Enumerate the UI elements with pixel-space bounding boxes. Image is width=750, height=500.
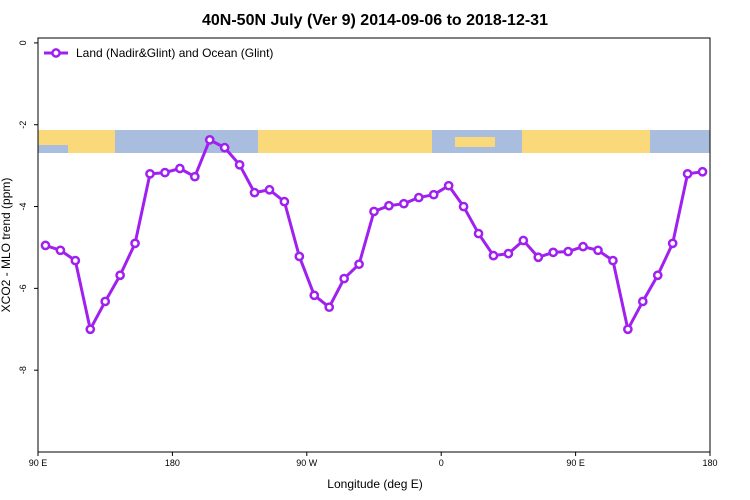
data-line: [44, 138, 703, 331]
data-point: [578, 241, 588, 252]
data-point: [234, 159, 245, 170]
data-point: [637, 296, 648, 307]
data-point: [533, 252, 544, 263]
data-point: [354, 259, 364, 270]
data-point: [563, 246, 573, 257]
data-point: [652, 270, 663, 281]
plot-frame: [37, 37, 711, 453]
data-point: [249, 187, 260, 198]
y-tick-label: -2: [18, 121, 28, 129]
chart-title: 40N-50N July (Ver 9) 2014-09-06 to 2018-…: [202, 12, 548, 29]
y-tick-label: -4: [18, 203, 28, 211]
data-point: [339, 273, 349, 284]
data-point: [369, 206, 379, 217]
x-tick-label: 90 E: [566, 458, 585, 468]
data-point: [294, 251, 305, 262]
y-tick-label: 0: [18, 40, 28, 45]
data-point: [40, 240, 51, 251]
data-point: [175, 163, 185, 174]
data-point: [85, 324, 96, 335]
data-point: [413, 192, 424, 203]
legend-label: Land (Nadir&Glint) and Ocean (Glint): [76, 46, 273, 60]
data-point: [458, 201, 469, 212]
data-point: [443, 180, 454, 191]
data-point: [518, 235, 529, 246]
data-point: [279, 196, 290, 207]
data-point: [399, 198, 409, 209]
x-tick-label: 0: [439, 458, 444, 468]
data-point: [682, 168, 693, 179]
data-point: [309, 290, 320, 301]
data-point: [145, 168, 155, 179]
x-tick-label: 180: [702, 458, 717, 468]
map-band: [38, 130, 710, 153]
data-point: [324, 302, 335, 313]
y-tick-label: -8: [18, 366, 28, 374]
y-tick-label: -6: [18, 284, 28, 292]
legend-marker: [51, 48, 61, 58]
data-point: [160, 167, 170, 178]
data-point: [473, 228, 484, 239]
data-point: [548, 247, 559, 258]
y-axis-label: XCO2 - MLO trend (ppm): [0, 178, 13, 313]
data-point: [593, 245, 603, 256]
data-point: [204, 135, 215, 145]
data-point: [428, 189, 439, 200]
data-point: [55, 245, 66, 256]
data-point: [384, 200, 394, 211]
data-point: [623, 324, 633, 335]
data-point: [264, 184, 275, 195]
x-axis-label: Longitude (deg E): [327, 477, 422, 491]
data-point: [219, 142, 230, 153]
data-point: [608, 255, 618, 266]
data-point: [697, 166, 708, 177]
data-point: [100, 296, 111, 307]
data-point: [130, 238, 140, 249]
data-point: [115, 270, 125, 281]
data-point: [70, 255, 81, 266]
data-point: [503, 248, 514, 259]
data-point: [667, 238, 678, 249]
x-tick-label: 180: [165, 458, 180, 468]
x-tick-label: 90 E: [29, 458, 48, 468]
data-point: [488, 250, 499, 261]
x-tick-label: 90 W: [296, 458, 318, 468]
data-point: [189, 171, 200, 182]
